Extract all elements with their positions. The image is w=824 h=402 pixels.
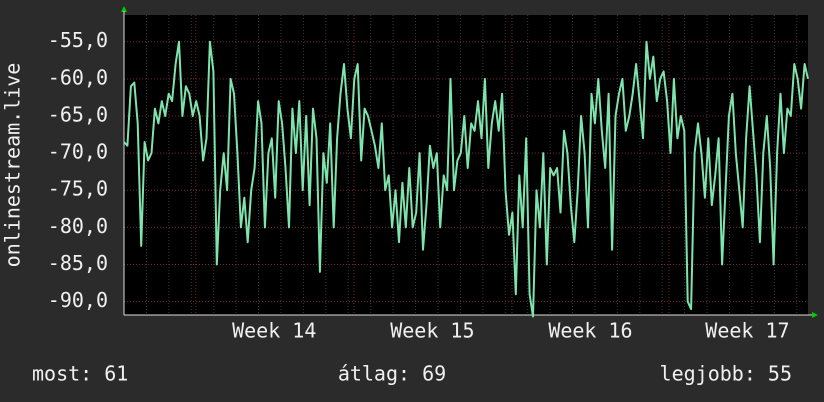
y-tick-label: -80,0: [48, 214, 108, 238]
y-tick-label: -65,0: [48, 102, 108, 126]
y-tick-label: -55,0: [48, 28, 108, 52]
x-tick-label: Week 14: [232, 319, 316, 343]
y-tick-label: -70,0: [48, 140, 108, 164]
x-tick-label: Week 17: [705, 319, 789, 343]
y-tick-label: -75,0: [48, 177, 108, 201]
footer-current: most: 61: [32, 362, 128, 386]
footer-best: legjobb: 55: [660, 362, 792, 386]
footer-average: átlag: 69: [338, 362, 446, 386]
y-tick-label: -85,0: [48, 251, 108, 275]
x-tick-label: Week 15: [390, 319, 474, 343]
x-tick-label: Week 16: [548, 319, 632, 343]
y-axis-arrow: [121, 6, 127, 12]
y-tick-label: -90,0: [48, 288, 108, 312]
plot-area: [124, 15, 808, 315]
y-tick-label: -60,0: [48, 65, 108, 89]
x-axis-arrow: [812, 312, 818, 318]
y-axis-label: onlinestream.live: [1, 63, 25, 268]
data-line: [123, 40, 809, 318]
